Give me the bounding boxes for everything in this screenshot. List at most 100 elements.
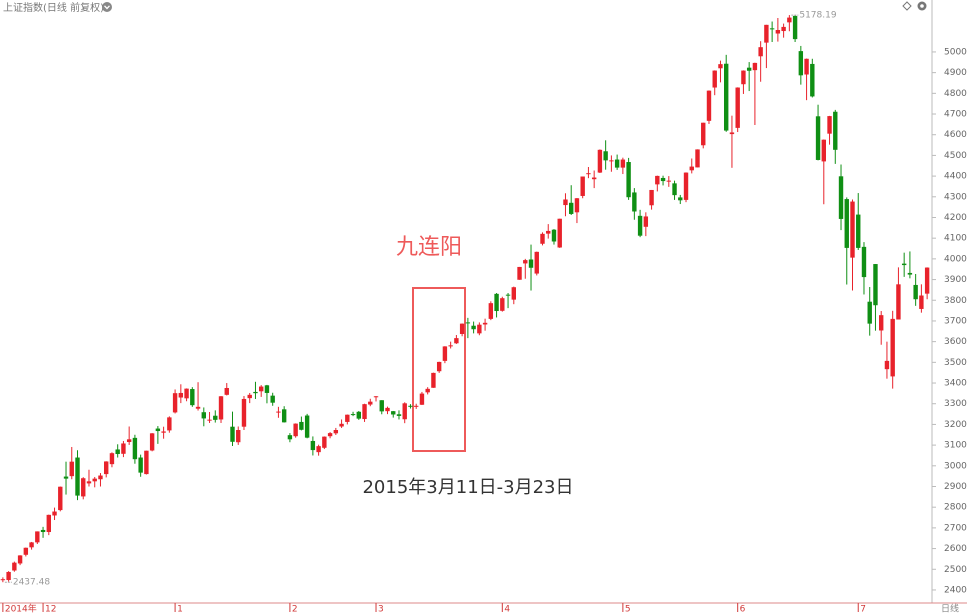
candle-body [448,345,453,347]
candle-body [63,476,69,479]
candle-body [924,267,930,294]
candle-body [23,547,29,555]
candle-body [287,435,293,440]
candle-body [465,322,471,324]
settings-icon[interactable] [917,1,927,11]
candle-body [52,511,57,516]
candle-body [178,392,184,398]
candle-body [804,58,809,75]
candle-body [614,159,620,168]
y-tick-label: 4600 [944,130,967,140]
candle-body [620,159,626,168]
candle-body [327,433,333,437]
candle-body [488,303,494,319]
x-tick-label: 12 [45,605,56,615]
candle-body [104,461,109,475]
candle-body [678,197,683,201]
candle-body [850,201,855,258]
candle-body [58,486,63,511]
x-tick-label: 6 [740,605,746,615]
candle-body [815,116,821,160]
dropdown-icon[interactable] [102,2,112,12]
candle-body [17,555,23,564]
diamond-icon[interactable] [902,1,912,11]
candle-body [609,160,614,162]
y-tick-label: 4200 [944,213,967,223]
candle-body [919,295,924,309]
candle-body [534,251,539,274]
y-tick-label: 4700 [944,110,967,120]
x-tick-label: 2014年 [5,603,37,615]
y-tick-label: 3400 [944,379,967,389]
candle-body [419,393,425,405]
candle-body [632,192,637,212]
candle-body [523,260,528,264]
candle-body [75,457,80,496]
candle-body [230,426,235,442]
candle-body [339,423,344,427]
candle-body [591,177,597,180]
candle-body [299,421,304,430]
candle-body [712,70,717,88]
candle-body [896,284,901,320]
candle-body [350,414,356,416]
candle-body [195,406,201,409]
candle-body [385,407,390,412]
candle-body [701,122,706,146]
x-tick-label: 4 [504,605,510,615]
candle-body [270,395,275,403]
y-tick-label: 4300 [944,192,967,202]
y-tick-label: 4100 [944,234,967,244]
candle-body [149,433,155,451]
candle-body [528,259,534,268]
candle-body [29,542,34,548]
y-tick-label: 2900 [944,482,967,492]
candle-body [861,246,867,278]
annotation-caption: 2015年3月11日-3月23日 [362,477,573,498]
x-tick-label: 1 [177,605,183,615]
candle-body [373,396,379,398]
candle-body [477,324,482,334]
x-tick-label: 5 [625,605,631,615]
candle-body [259,386,264,392]
dropdown-circle[interactable] [102,2,112,12]
x-tick-label: 3 [378,605,384,615]
candle-body [253,391,258,394]
candle-body [345,414,350,422]
candle-body [907,272,913,275]
candle-body [511,287,516,300]
candle-body [92,478,97,482]
candle-body [901,263,907,266]
candle-body [414,405,419,407]
candle-body [46,514,51,533]
candle-body [368,401,373,405]
candle-body [293,423,298,437]
y-tick-label: 3000 [944,461,967,471]
y-tick-label: 3800 [944,296,967,306]
candle-body [706,90,712,121]
y-tick-label: 2400 [944,585,967,595]
candle-body [884,360,890,370]
gear-hole[interactable] [920,4,924,8]
candle-body [6,571,11,581]
y-tick-label: 3900 [944,275,967,285]
candle-body [827,116,832,134]
candle-body [86,481,92,484]
candle-body [442,346,448,361]
y-tick-label: 3100 [944,441,967,451]
candle-body [459,323,465,334]
candle-body [126,439,132,443]
candle-body [408,405,413,407]
candle-body [224,387,229,395]
y-tick-label: 4800 [944,89,967,99]
candle-body [322,436,327,448]
candle-body [167,417,172,431]
candle-body [574,198,580,213]
dropdown-chevron[interactable] [104,5,110,10]
candle-body [281,409,287,423]
candle-body [758,47,763,57]
y-tick-label: 4000 [944,254,967,264]
candle-body [752,62,758,71]
